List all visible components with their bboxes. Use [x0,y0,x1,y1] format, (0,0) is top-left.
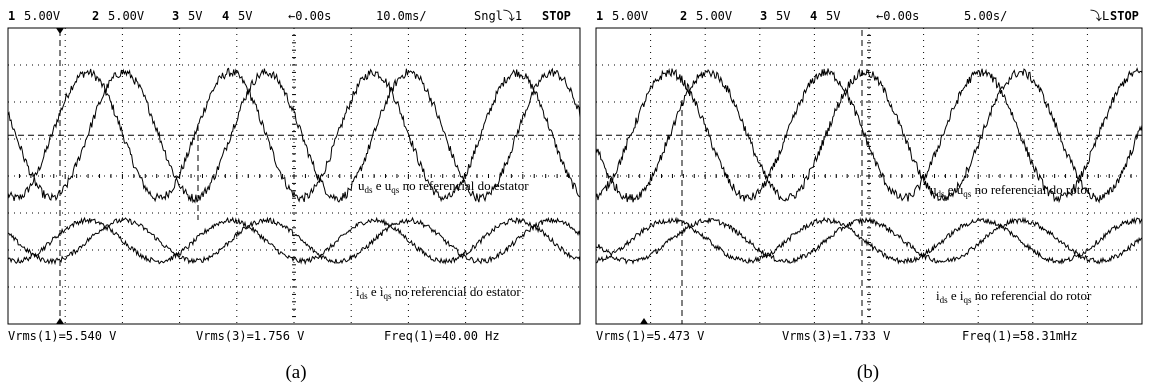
ch4-scale: 5V [238,9,252,23]
ch1-number: 1 [8,9,15,23]
scope-header: 1 5.00V 2 5.00V 3 5V 4 5V ←0.00s 10.0ms/… [8,9,571,23]
graticule [7,27,580,325]
trace-upper-ds [595,67,1143,204]
trace-lower-ds [7,216,581,266]
trigger-marker-bottom [640,318,648,324]
trace-lower-ds [595,216,1143,265]
ch2-number: 2 [680,9,687,23]
caption-b: (b) [857,362,879,383]
ch2-scale: 5.00V [108,9,144,23]
panel-a: 1 5.00V 2 5.00V 3 5V 4 5V ←0.00s 10.0ms/… [7,9,581,383]
graticule [595,27,1143,325]
timebase: 5.00s/ [964,9,1007,23]
measurement-bar: Vrms(1)=5.540 V Vrms(3)=1.756 V Freq(1)=… [8,329,500,343]
label-currents: ids e iqs no referencial do rotor [936,288,1092,305]
trigger-marker-bottom [56,318,64,324]
ch4-number: 4 [810,9,817,23]
ch2-number: 2 [92,9,99,23]
run-state: STOP [1110,9,1139,23]
trigger-mode: Sngl⤵1 [474,9,522,23]
measurement-vrms3: Vrms(3)=1.756 V [196,329,304,343]
label-voltages: uds e uqs no referencial do rotor [930,182,1092,199]
ch1-number: 1 [596,9,603,23]
ch3-number: 3 [760,9,767,23]
ch3-scale: 5V [188,9,202,23]
cursors [640,30,863,324]
measurement-vrms1: Vrms(1)=5.473 V [596,329,704,343]
trace-upper-qs [7,67,581,204]
measurement-vrms3: Vrms(3)=1.733 V [782,329,890,343]
trigger-marker-top [56,28,64,34]
time-delay: ←0.00s [288,9,331,23]
run-state: STOP [542,9,571,23]
scope-header: 1 5.00V 2 5.00V 3 5V 4 5V ←0.00s 5.00s/ … [596,9,1139,23]
ch2-scale: 5.00V [696,9,732,23]
cursors [56,28,199,324]
time-delay: ←0.00s [876,9,919,23]
label-voltages: uds e uqs no referencial do estator [358,178,529,195]
ch1-scale: 5.00V [612,9,648,23]
measurement-vrms1: Vrms(1)=5.540 V [8,329,116,343]
ch1-scale: 5.00V [24,9,60,23]
trace-lower-qs [7,216,581,266]
measurement-freq: Freq(1)=58.31mHz [962,329,1078,343]
panel-b: 1 5.00V 2 5.00V 3 5V 4 5V ←0.00s 5.00s/ … [595,9,1143,383]
caption-a: (a) [285,362,306,383]
timebase: 10.0ms/ [376,9,427,23]
ch3-number: 3 [172,9,179,23]
measurement-freq: Freq(1)=40.00 Hz [384,329,500,343]
trace-upper-qs [595,68,1143,204]
trace-upper-ds [7,67,581,203]
ch4-number: 4 [222,9,229,23]
ch4-scale: 5V [826,9,840,23]
trigger-mode: ⤵L [1090,9,1109,23]
label-currents: ids e iqs no referencial do estator [356,284,521,301]
measurement-bar: Vrms(1)=5.473 V Vrms(3)=1.733 V Freq(1)=… [596,329,1078,343]
ch3-scale: 5V [776,9,790,23]
trace-lower-qs [595,216,1143,265]
traces [595,67,1143,265]
traces [7,67,581,266]
